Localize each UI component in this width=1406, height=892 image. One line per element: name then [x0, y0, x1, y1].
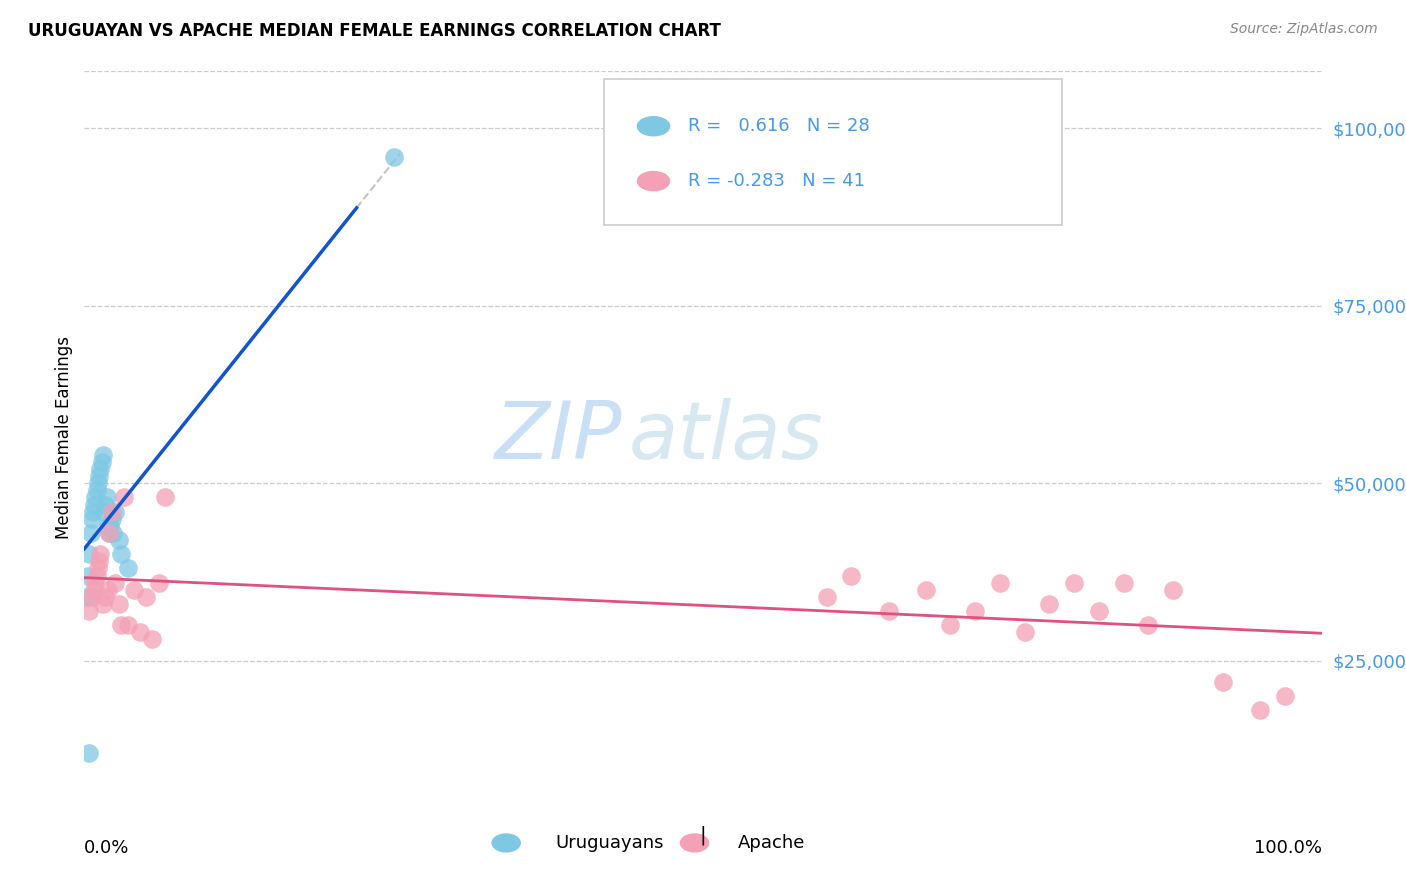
Text: 100.0%: 100.0% [1254, 839, 1322, 857]
Point [100, 505, 122, 519]
Point [815, 590, 838, 604]
Point [94, 498, 117, 512]
Point [1274, 690, 1296, 704]
Text: ZIP: ZIP [495, 398, 623, 476]
Point [83, 498, 105, 512]
Point [87, 561, 110, 575]
Point [108, 533, 131, 547]
Point [84, 575, 107, 590]
Text: R = -0.283   N = 41: R = -0.283 N = 41 [688, 172, 865, 190]
Point [939, 618, 962, 632]
Point [101, 525, 124, 540]
Point [84, 491, 107, 505]
Point [112, 491, 135, 505]
Point [89, 469, 111, 483]
Point [89, 547, 111, 561]
Circle shape [637, 171, 669, 191]
Point [91, 597, 114, 611]
Point [97, 582, 120, 597]
Point [135, 590, 157, 604]
Y-axis label: Median Female Earnings: Median Female Earnings [55, 335, 73, 539]
Point [77, 568, 100, 582]
Point [1137, 618, 1160, 632]
Point [148, 575, 170, 590]
FancyBboxPatch shape [605, 78, 1062, 225]
Point [108, 597, 131, 611]
Point [117, 618, 139, 632]
Text: atlas: atlas [628, 398, 824, 476]
Circle shape [637, 117, 669, 136]
Text: R =   0.616   N = 28: R = 0.616 N = 28 [688, 117, 870, 136]
Text: Apache: Apache [738, 834, 806, 852]
Text: URUGUAYAN VS APACHE MEDIAN FEMALE EARNINGS CORRELATION CHART: URUGUAYAN VS APACHE MEDIAN FEMALE EARNIN… [28, 22, 721, 40]
Point [1014, 625, 1036, 640]
Circle shape [681, 834, 709, 852]
Point [104, 575, 127, 590]
Point [82, 505, 104, 519]
Point [1038, 597, 1060, 611]
Point [110, 547, 132, 561]
Point [79, 604, 101, 618]
Point [86, 483, 108, 498]
Point [122, 582, 145, 597]
Point [87, 476, 110, 491]
Point [988, 575, 1011, 590]
Point [96, 491, 118, 505]
Point [117, 561, 139, 575]
Point [1212, 675, 1234, 690]
Point [100, 512, 122, 526]
Point [89, 462, 111, 476]
Point [80, 590, 103, 604]
Point [80, 512, 103, 526]
Point [94, 590, 117, 604]
Point [93, 505, 115, 519]
Point [91, 448, 114, 462]
Point [79, 525, 101, 540]
Point [1063, 575, 1085, 590]
Point [98, 525, 121, 540]
Point [98, 525, 121, 540]
Text: |: | [700, 825, 706, 845]
Point [141, 632, 163, 647]
Point [89, 554, 111, 568]
Point [914, 582, 936, 597]
Text: Uruguayans: Uruguayans [555, 834, 664, 852]
Point [76, 590, 98, 604]
Point [97, 519, 120, 533]
Point [129, 625, 152, 640]
Point [153, 491, 176, 505]
Point [86, 568, 108, 582]
Point [90, 455, 112, 469]
Point [1249, 704, 1271, 718]
Point [83, 582, 105, 597]
Point [382, 150, 405, 164]
Circle shape [492, 834, 520, 852]
Point [79, 547, 101, 561]
Point [841, 568, 863, 582]
Point [1088, 604, 1111, 618]
Text: Source: ZipAtlas.com: Source: ZipAtlas.com [1230, 22, 1378, 37]
Point [79, 746, 101, 760]
Text: 0.0%: 0.0% [84, 839, 129, 857]
Point [877, 604, 900, 618]
Point [1161, 582, 1184, 597]
Point [98, 519, 121, 533]
Point [1112, 575, 1135, 590]
Point [965, 604, 987, 618]
Point [110, 618, 132, 632]
Point [104, 505, 127, 519]
